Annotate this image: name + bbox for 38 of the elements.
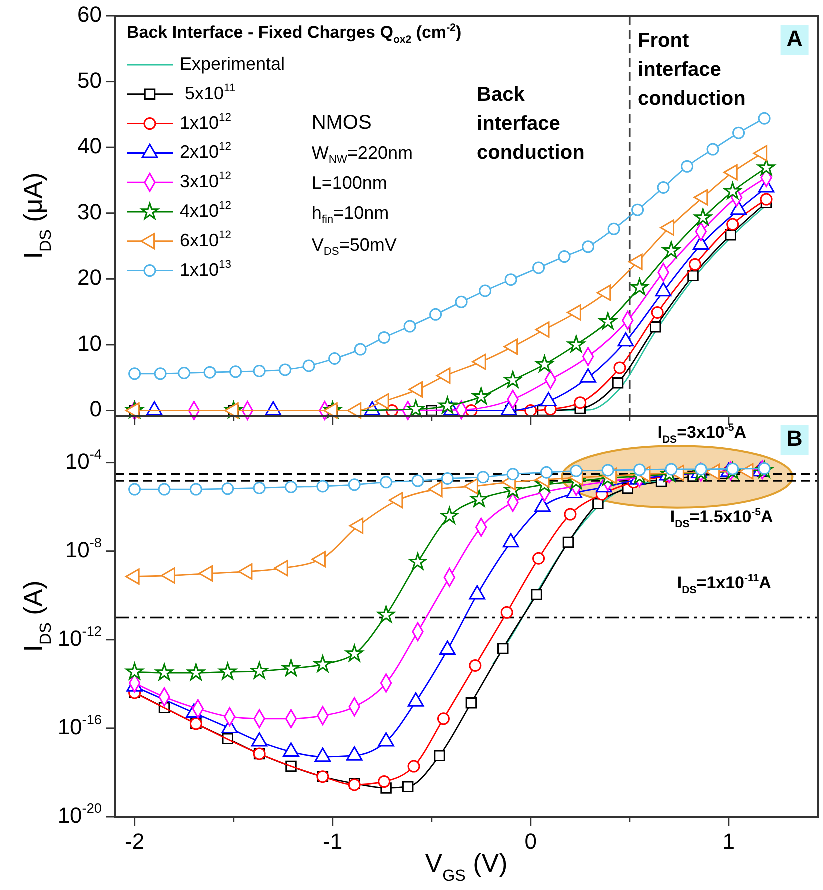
y-tick-label: 10 [78,330,102,356]
y-tick-label: 10$^{-20}$ [58,801,102,828]
y-tick-label: 60 [78,2,102,27]
legend-label: 4x10$^{12}$ [180,200,232,221]
annotation: A [786,26,803,51]
y-tick-label: 10$^{-8}$ [65,535,102,562]
annotation: Back interface conduction [477,84,585,164]
legend-label: 1x10$^{13}$ [180,258,232,280]
annotation: I$_{DS}$=1.5x10$^{-5}$A [670,506,774,530]
y-tick-label: 10$^{-4}$ [65,446,102,474]
y-tick-label: 40 [78,133,102,158]
legend-label: 1x10$^{12}$ [180,112,232,133]
legend-label: 2x10$^{12}$ [180,141,232,162]
y-tick-label: 0 [90,396,102,422]
y-tick-label: 10$^{-12}$ [58,624,102,651]
annotation: h$_{fin}$=10nm [312,202,390,226]
annotation: I$_{DS}$=1x10$^{-11}$A [677,572,772,596]
annotation: W$_{NW}$=220nm [312,142,413,166]
annotation: V$_{DS}$=50mV [312,234,397,258]
legend-label: 5x10$^{11}$ [180,82,236,104]
annotation: L=100nm [312,172,388,193]
y-tick-label: 10$^{-16}$ [58,712,102,740]
legend-label: 6x10$^{12}$ [180,229,232,250]
x-tick-label: -2 [125,829,145,854]
annotation: Front interface conduction [638,30,746,110]
legend-title: Back Interface - Fixed Charges Q$_{ox2}$ (cm$^{-2}$) [127,22,462,46]
y-tick-label: 50 [78,68,102,93]
x-tick-label: 0 [524,829,537,854]
legend-label: 3x10$^{12}$ [180,170,232,192]
y-tick-label: 20 [78,264,102,290]
annotation: NMOS [312,112,372,134]
x-axis-title: V$_{GS}$ (V) [425,848,508,885]
annotation: I$_{DS}$=3x10$^{-5}$A [658,422,746,446]
x-tick-label: 1 [722,829,736,854]
x-tick-label: -1 [323,829,343,854]
legend-label: Experimental [180,54,286,74]
annotation: B [786,426,803,451]
y-tick-label: 30 [78,199,102,224]
